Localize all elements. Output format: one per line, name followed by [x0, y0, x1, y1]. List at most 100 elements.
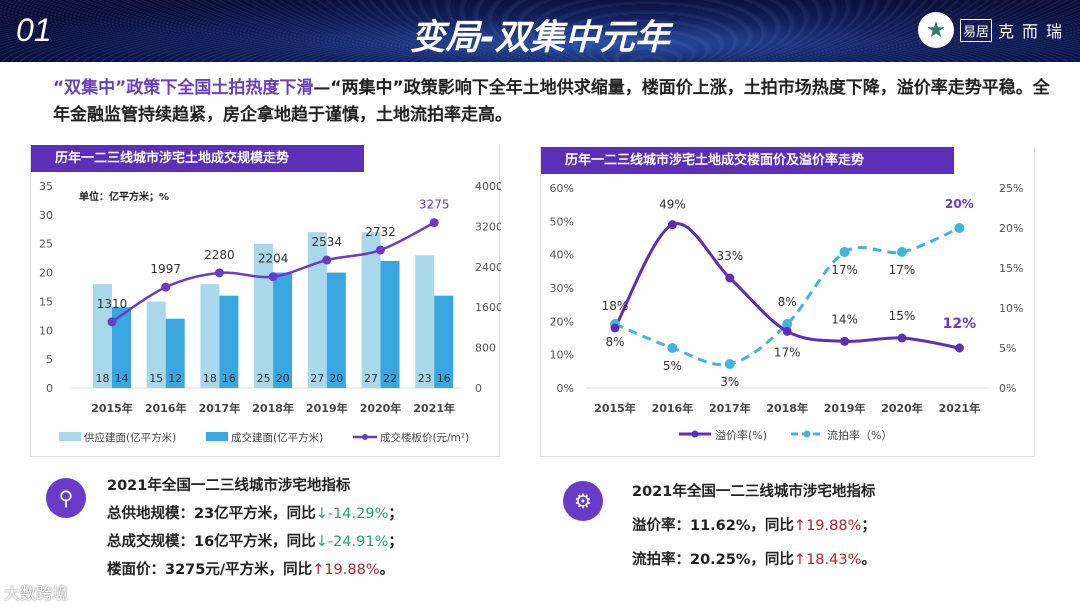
- y-tick-label: 10: [39, 324, 53, 337]
- header-banner: 01 变局-双集中元年 ★ 易居 克而瑞: [0, 0, 1080, 62]
- premium-rate-point: [840, 336, 850, 346]
- deal-value-label: 20: [329, 372, 343, 385]
- price-point: [268, 272, 278, 282]
- logo-text: 克而瑞: [997, 22, 1070, 41]
- supply-value-label: 25: [257, 372, 271, 385]
- x-tick-label: 2015年: [91, 401, 133, 415]
- supply-value-label: 18: [203, 372, 217, 385]
- kpi-label: 总成交规模：: [107, 534, 194, 550]
- kpi-change: -14.29%: [327, 506, 389, 522]
- trend-arrow-icon: ↑: [793, 552, 807, 568]
- premium-rate-label: 17%: [774, 345, 801, 359]
- supply-value-label: 23: [418, 372, 432, 385]
- price-value-label: 2280: [204, 248, 235, 262]
- price-value-label: 2204: [258, 252, 289, 266]
- x-tick-label: 2015年: [594, 401, 636, 415]
- kpi-title: 2021年全国一二三线城市涉宅地指标: [107, 478, 351, 494]
- kpi-label: 楼面价：: [107, 562, 165, 578]
- kpi-change: 19.88%: [806, 518, 862, 534]
- price-point: [107, 317, 117, 327]
- trend-arrow-icon: ↑: [312, 562, 325, 578]
- trend-arrow-icon: ↓: [315, 506, 328, 522]
- y-tick-label: 5: [46, 353, 53, 366]
- search-icon: ⚲: [46, 478, 86, 518]
- premium-rate-point: [782, 326, 792, 336]
- x-tick-label: 2020年: [360, 401, 402, 415]
- y2-tick-label: 2400: [475, 261, 501, 274]
- y2-tick-label: 0: [475, 382, 482, 395]
- flow-rate-point: [667, 343, 678, 353]
- x-tick-label: 2019年: [824, 401, 866, 415]
- y-tick-label: 25: [39, 238, 53, 251]
- kpi-row: 总成交规模：16亿平方米，同比↓-24.91%；: [107, 528, 403, 556]
- legend-label: 流拍率（%）: [827, 428, 892, 442]
- y2-tick-label: 5%: [999, 342, 1016, 355]
- y-tick-label: 0: [46, 382, 53, 395]
- deal-value-label: 16: [222, 372, 236, 385]
- kpi-value: 11.62%，同比: [690, 518, 794, 534]
- flow-rate-label: 20%: [945, 197, 974, 211]
- supply-bar: [307, 232, 327, 388]
- trend-arrow-icon: ↑: [793, 518, 807, 534]
- flow-rate-point: [954, 223, 965, 233]
- supply-bar: [146, 301, 166, 388]
- y-tick-label: 60%: [550, 182, 574, 195]
- deal-bar: [326, 272, 346, 388]
- premium-rate-label: 18%: [602, 299, 629, 313]
- chart-title: 历年一二三线城市涉宅土地成交楼面价及溢价率走势: [541, 147, 954, 174]
- x-tick-label: 2017年: [709, 401, 751, 415]
- legend-label: 成交楼板价(元/m²): [380, 431, 469, 444]
- premium-rate-label: 49%: [659, 198, 686, 212]
- premium-rate-point: [954, 343, 964, 353]
- kpi-title: 2021年全国一二三线城市涉宅地指标: [632, 484, 876, 500]
- legend-swatch-deal: [206, 432, 228, 441]
- intro-paragraph: “双集中”政策下全国土拍热度下滑—“两集中”政策影响下全年土地供求缩量，楼面价上…: [53, 75, 1053, 129]
- kpi-change: 19.88%: [324, 562, 380, 578]
- supply-bar: [361, 232, 381, 388]
- y2-tick-label: 10%: [999, 302, 1023, 315]
- price-value-label: 3275: [419, 198, 450, 212]
- deal-bar: [273, 272, 293, 388]
- y2-tick-label: 800: [475, 342, 496, 355]
- section-number: 01: [16, 12, 52, 48]
- page-title: 变局-双集中元年: [410, 18, 670, 58]
- price-point: [161, 282, 171, 292]
- y2-tick-label: 0%: [999, 382, 1016, 395]
- supply-bar: [415, 255, 435, 388]
- flow-rate-label: 8%: [778, 295, 797, 309]
- y2-tick-label: 1600: [475, 301, 501, 314]
- deal-value-label: 22: [383, 372, 397, 385]
- kpi-label: 溢价率：: [632, 518, 690, 534]
- y2-tick-label: 4000: [475, 180, 501, 193]
- x-tick-label: 2018年: [252, 401, 294, 415]
- unit-note: 单位：亿平方米；%: [79, 190, 169, 203]
- legend-marker: [691, 430, 699, 438]
- deal-value-label: 20: [276, 372, 290, 385]
- star-seal-icon: ★: [917, 12, 954, 48]
- price-value-label: 1997: [150, 262, 181, 276]
- price-value-label: 1310: [97, 297, 128, 311]
- trend-arrow-icon: ↓: [315, 534, 328, 550]
- y2-tick-label: 20%: [999, 222, 1023, 235]
- kpi-end: 。: [861, 552, 876, 568]
- flow-rate-point: [782, 319, 793, 329]
- premium-rate-label: 15%: [889, 309, 916, 323]
- deal-bar: [434, 295, 454, 388]
- premium-rate-label: 33%: [716, 249, 743, 263]
- y-tick-label: 50%: [550, 215, 574, 228]
- deal-bar: [112, 307, 131, 388]
- kpi-value: 23亿平方米，同比: [194, 506, 316, 522]
- price-point: [322, 255, 332, 265]
- premium-rate-point: [610, 323, 620, 333]
- deal-bar: [219, 295, 239, 388]
- kpi-value: 20.25%，同比: [690, 552, 794, 568]
- kpi-change: 18.43%: [806, 552, 862, 568]
- price-value-label: 2732: [365, 225, 396, 239]
- x-tick-label: 2019年: [306, 401, 348, 415]
- chart-title: 历年一二三线城市涉宅土地成交规模走势: [31, 145, 364, 172]
- y-tick-label: 10%: [550, 349, 574, 362]
- intro-highlight: “双集中”政策下全国土拍热度下滑: [53, 78, 314, 98]
- legend-marker: [362, 434, 368, 440]
- x-tick-label: 2018年: [766, 401, 808, 415]
- flow-rate-label: 5%: [663, 359, 682, 373]
